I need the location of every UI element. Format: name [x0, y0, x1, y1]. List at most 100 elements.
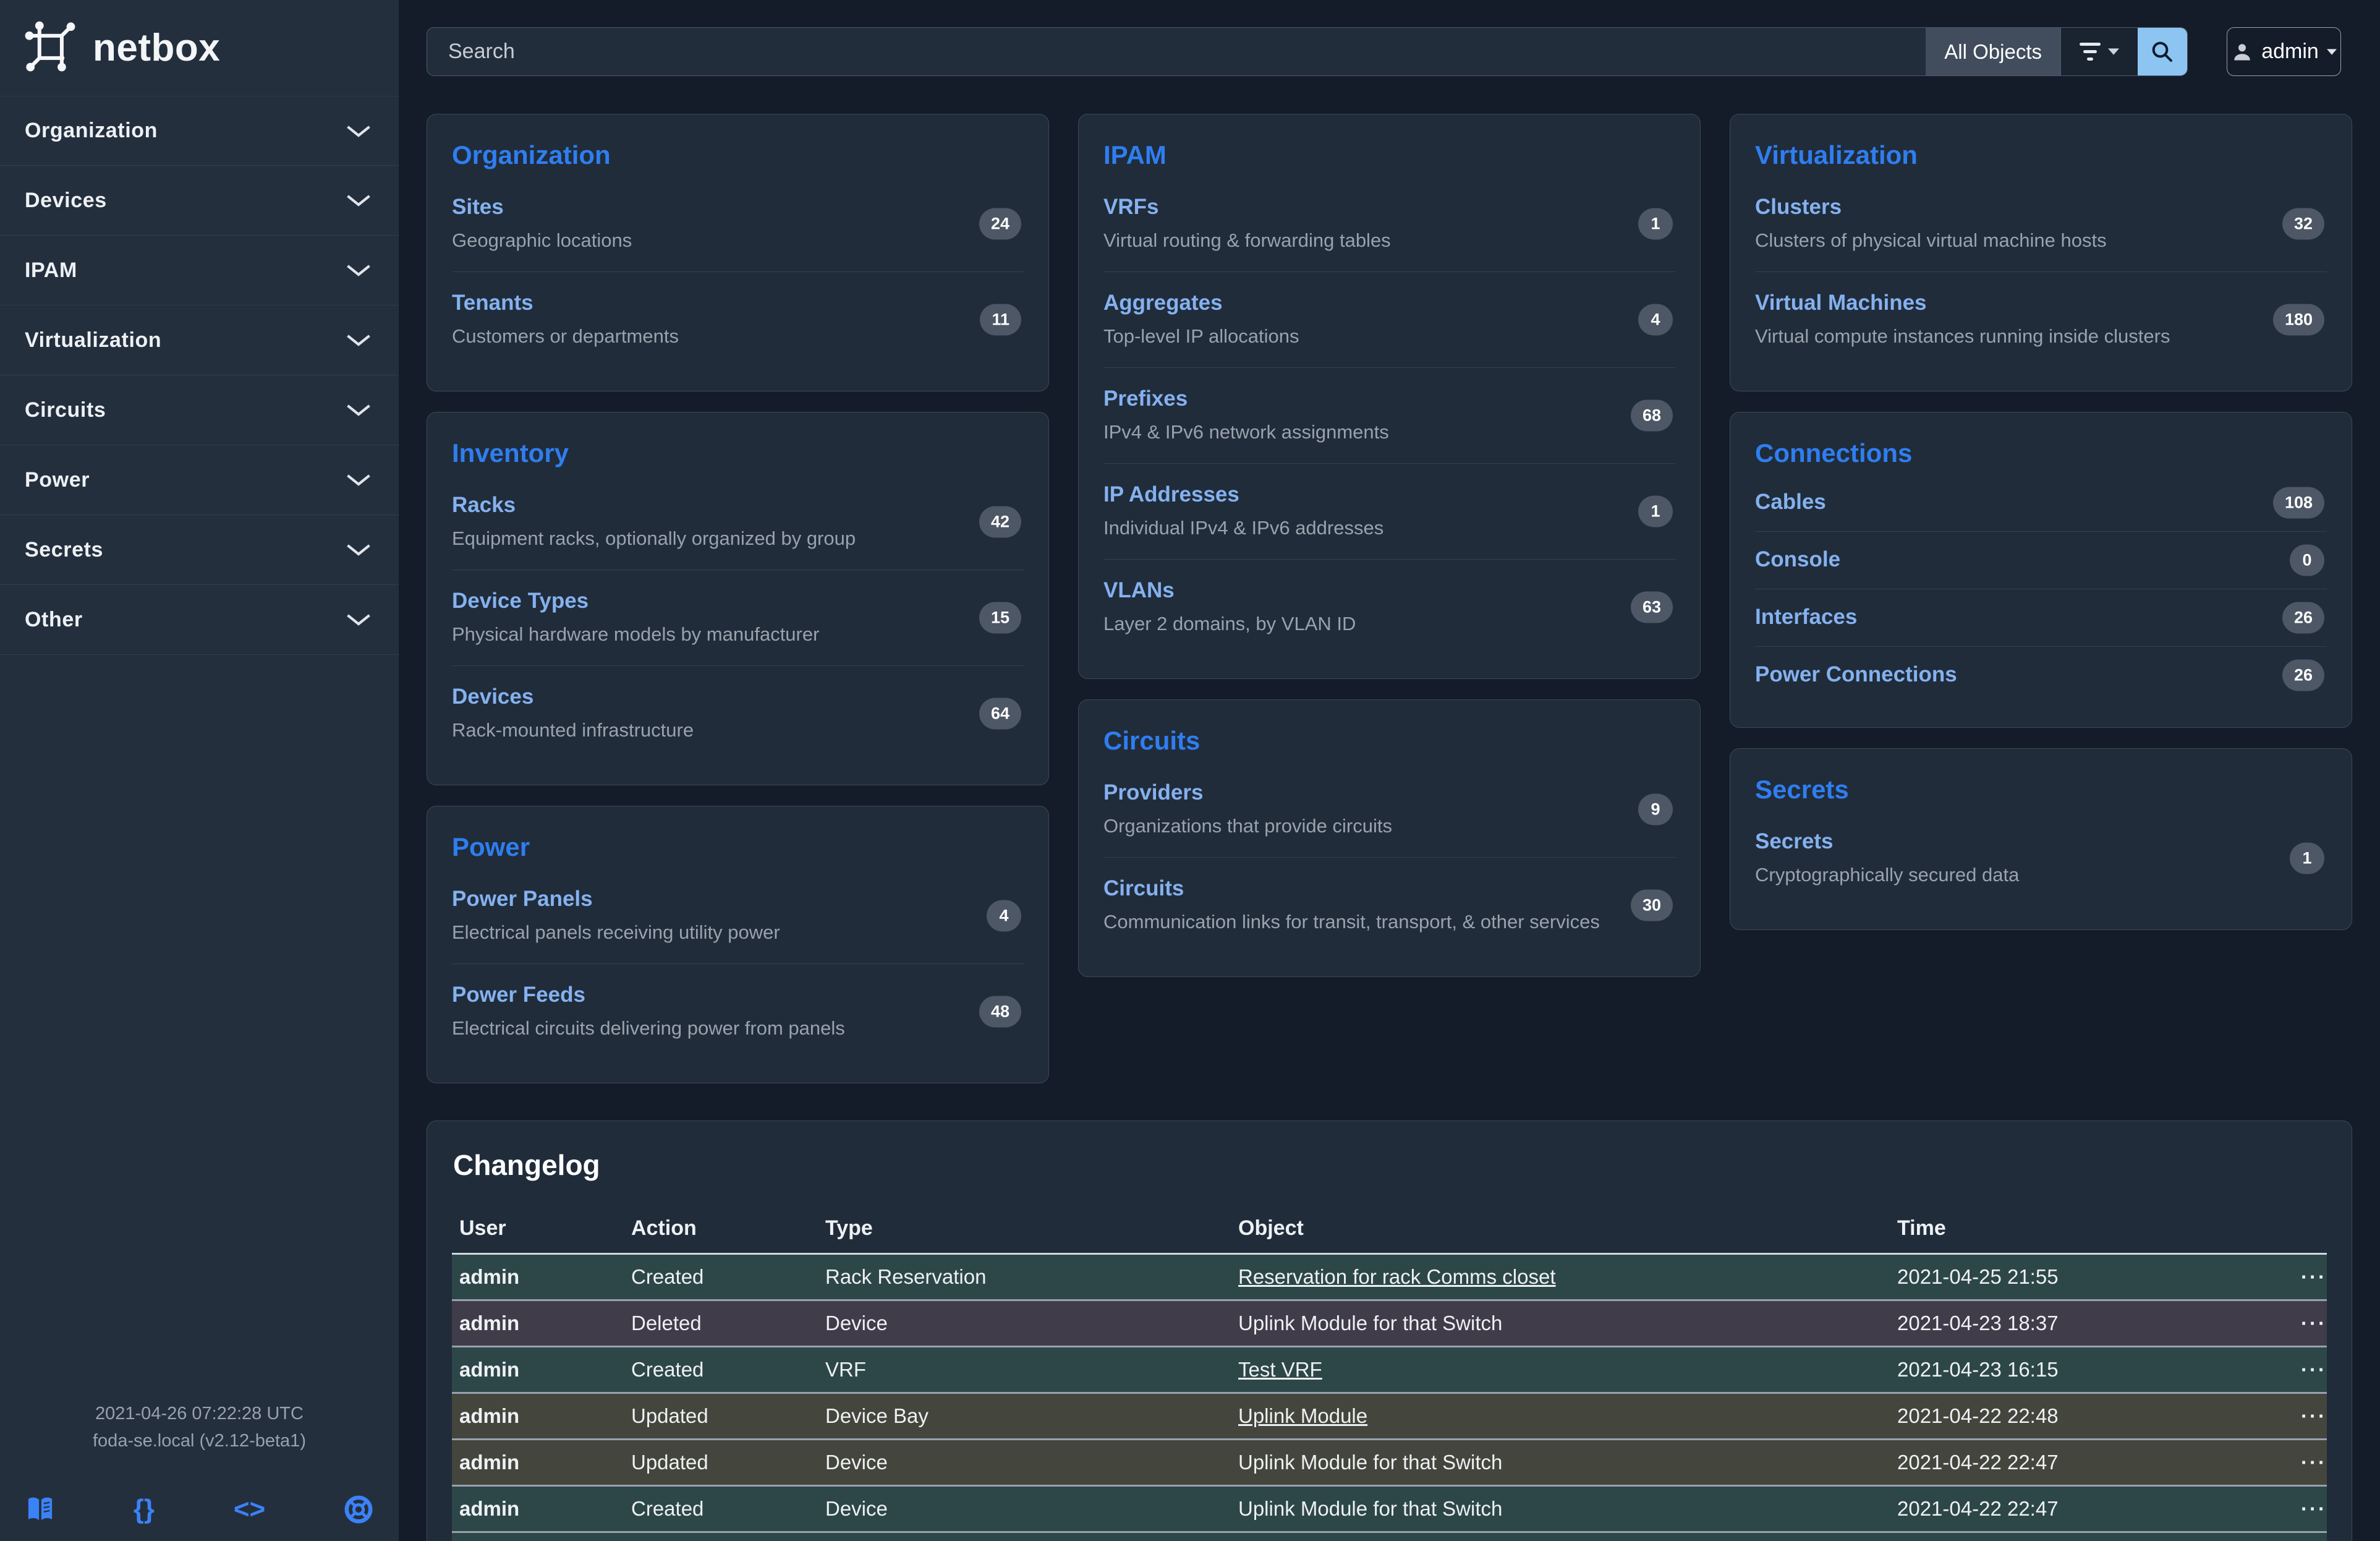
table-row: admin Created Device Uplink Module for t… [452, 1485, 2327, 1532]
item-link[interactable]: Secrets [1755, 829, 1834, 853]
sidebar-item-label: Secrets [25, 537, 104, 561]
count-badge: 68 [1630, 399, 1673, 432]
search-button[interactable] [2138, 28, 2187, 75]
cell-user: admin [459, 1497, 520, 1520]
book-icon[interactable] [26, 1496, 54, 1522]
card-item-aggregates: Aggregates Top-level IP allocations 4 [1103, 271, 1675, 367]
braces-icon[interactable]: {} [133, 1494, 155, 1524]
item-link[interactable]: Power Panels [452, 887, 593, 911]
sidebar-item-label: Other [25, 607, 83, 631]
sidebar-item-secrets[interactable]: Secrets [0, 515, 399, 585]
item-description: Virtual routing & forwarding tables [1103, 229, 1391, 251]
row-actions-button[interactable]: ··· [2301, 1451, 2327, 1474]
card-item-vrfs: VRFs Virtual routing & forwarding tables… [1103, 176, 1675, 271]
lifebuoy-icon[interactable] [344, 1495, 373, 1524]
object-text: Uplink Module for that Switch [1238, 1312, 1503, 1334]
cell-type: Device Bay [825, 1404, 929, 1427]
cell-action: Created [624, 1532, 818, 1541]
card-inventory: Inventory Racks Equipment racks, optiona… [427, 412, 1049, 785]
item-link[interactable]: Prefixes [1103, 386, 1188, 411]
item-link[interactable]: VLANs [1103, 578, 1175, 602]
item-link[interactable]: IP Addresses [1103, 482, 1239, 506]
card-item-circuits: Circuits Communication links for transit… [1103, 857, 1675, 953]
item-link[interactable]: Console [1755, 547, 1841, 571]
item-link[interactable]: Tenants [452, 291, 533, 315]
item-link[interactable]: Cables [1755, 490, 1826, 514]
cell-user: admin [459, 1451, 520, 1474]
cell-action: Updated [631, 1404, 708, 1427]
sidebar-item-label: IPAM [25, 258, 77, 282]
sidebar-footer: 2021-04-26 07:22:28 UTC foda-se.local (v… [0, 1400, 399, 1524]
caret-down-icon [2326, 48, 2337, 55]
cell-time: 2021-04-22 22:47 [1897, 1497, 2059, 1520]
item-link[interactable]: Devices [452, 685, 534, 709]
item-link[interactable]: Aggregates [1103, 291, 1223, 315]
cell-actions: ··· [2214, 1347, 2327, 1393]
count-badge: 4 [987, 900, 1021, 932]
sidebar-item-organization[interactable]: Organization [0, 96, 399, 166]
item-link[interactable]: Racks [452, 493, 516, 517]
item-link[interactable]: Circuits [1103, 876, 1184, 900]
count-badge: 32 [2282, 208, 2324, 240]
item-description: Geographic locations [452, 229, 632, 251]
search-scope-button[interactable]: All Objects [1926, 28, 2060, 75]
sidebar-item-power[interactable]: Power [0, 445, 399, 515]
cell-action: Created [631, 1265, 704, 1288]
cell-actions: ··· [2214, 1440, 2327, 1486]
user-menu-button[interactable]: admin [2227, 27, 2341, 76]
card-title: Inventory [452, 438, 569, 467]
count-badge: 9 [1638, 793, 1673, 826]
item-link[interactable]: Power Feeds [452, 983, 585, 1007]
object-link[interactable]: Test VRF [1238, 1358, 1322, 1381]
row-actions-button[interactable]: ··· [2301, 1312, 2327, 1334]
item-description: Customers or departments [452, 325, 679, 347]
cell-user: admin [452, 1532, 624, 1541]
card-item-power-feeds: Power Feeds Electrical circuits deliveri… [452, 963, 1024, 1059]
item-link[interactable]: Device Types [452, 589, 589, 613]
chevron-down-icon [347, 404, 370, 416]
table-row: admin Updated Device Uplink Module for t… [452, 1439, 2327, 1486]
card-ipam: IPAM VRFs Virtual routing & forwarding t… [1078, 114, 1701, 679]
item-link[interactable]: Clusters [1755, 195, 1842, 219]
row-actions-button[interactable]: ··· [2301, 1358, 2327, 1381]
sidebar-item-ipam[interactable]: IPAM [0, 236, 399, 305]
count-badge: 15 [979, 602, 1021, 634]
cell-time: 2021-04-25 21:55 [1897, 1265, 2059, 1288]
object-link[interactable]: Reservation for rack Comms closet [1238, 1265, 1556, 1288]
netbox-logo[interactable]: netbox [0, 0, 399, 91]
row-actions-button[interactable]: ··· [2301, 1404, 2327, 1427]
item-description: Electrical circuits delivering power fro… [452, 1017, 845, 1039]
cell-object: Test VRF [1231, 1347, 1890, 1393]
row-actions-button[interactable]: ··· [2301, 1497, 2327, 1520]
dashboard-column-1: Organization Sites Geographic locations … [427, 114, 1049, 1083]
cell-actions: ··· [2214, 1393, 2327, 1440]
cell-object: Uplink Module for that Switch [1231, 1440, 1890, 1486]
item-link[interactable]: Providers [1103, 780, 1204, 805]
item-description: Physical hardware models by manufacturer [452, 623, 820, 645]
item-description: Cryptographically secured data [1755, 864, 2020, 886]
count-badge: 64 [979, 698, 1021, 730]
item-link[interactable]: Sites [452, 195, 504, 219]
item-link[interactable]: Virtual Machines [1755, 291, 1927, 315]
filter-button[interactable] [2060, 28, 2138, 75]
column-header-type: Type [818, 1213, 1231, 1255]
sidebar-item-virtualization[interactable]: Virtualization [0, 305, 399, 375]
sidebar-item-label: Power [25, 467, 90, 492]
card-item-secrets: Secrets Cryptographically secured data 1 [1755, 811, 2327, 906]
row-actions-button[interactable]: ··· [2301, 1265, 2327, 1288]
cell-type: Device Bay [818, 1532, 1231, 1541]
item-link[interactable]: Interfaces [1755, 605, 1858, 629]
dashboard: Organization Sites Geographic locations … [399, 76, 2380, 1541]
item-link[interactable]: VRFs [1103, 195, 1159, 219]
code-icon[interactable]: <> [233, 1494, 266, 1524]
server-time: 2021-04-26 07:22:28 UTC [95, 1404, 304, 1424]
cell-type: Device [825, 1451, 888, 1474]
column-header-actions [2214, 1213, 2327, 1255]
sidebar-item-circuits[interactable]: Circuits [0, 375, 399, 445]
object-link[interactable]: Uplink Module [1238, 1404, 1368, 1427]
item-link[interactable]: Power Connections [1755, 662, 1957, 686]
sidebar-item-devices[interactable]: Devices [0, 166, 399, 236]
search-input[interactable] [427, 28, 1926, 75]
count-badge: 30 [1630, 889, 1673, 921]
sidebar-item-other[interactable]: Other [0, 585, 399, 655]
